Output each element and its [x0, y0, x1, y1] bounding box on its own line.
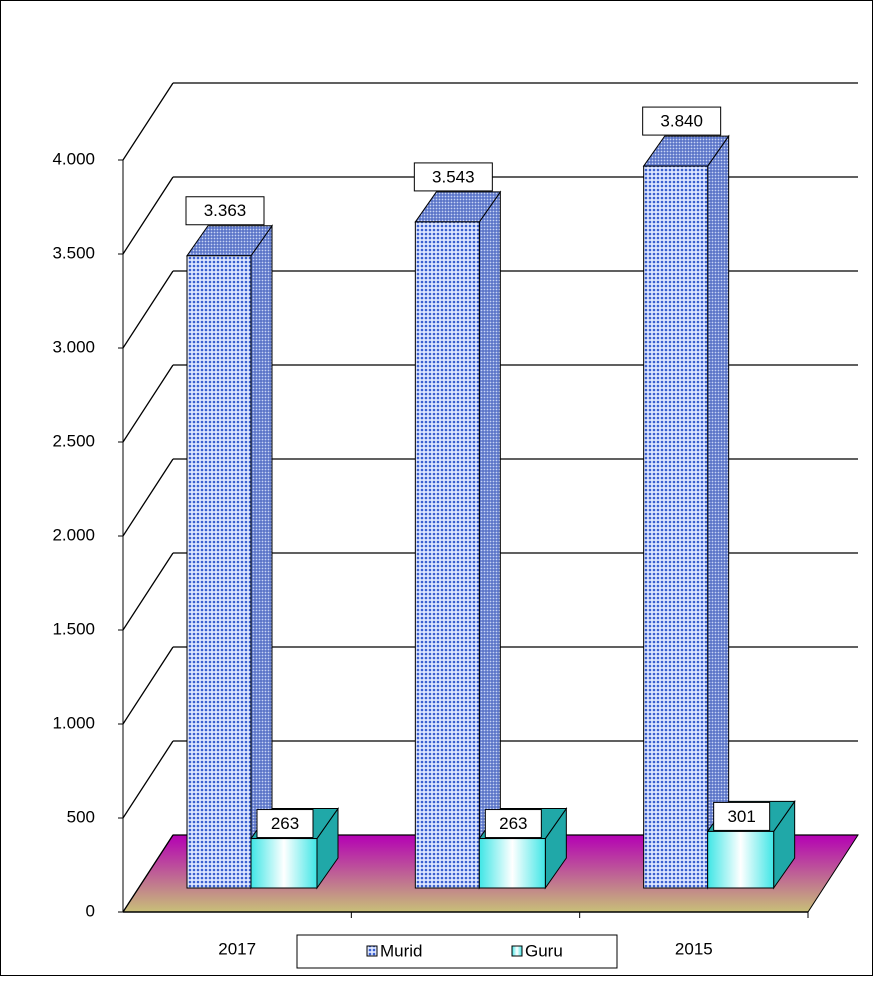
value-label-box [256, 809, 314, 839]
y-tick-label: 2.500 [52, 431, 95, 450]
legend-swatch [366, 945, 378, 957]
value-label: 3.363 [204, 201, 247, 220]
bar [414, 221, 480, 889]
value-label-box [413, 162, 493, 192]
legend-label: Murid [380, 941, 423, 960]
grid-line [122, 82, 174, 161]
value-label: 263 [271, 814, 299, 833]
grid-line [122, 458, 174, 537]
legend [296, 934, 618, 969]
value-label: 3.543 [432, 167, 475, 186]
y-tick-label: 1.500 [52, 619, 95, 638]
y-tick-label: 3.500 [52, 243, 95, 262]
y-tick-label: 2.000 [52, 525, 95, 544]
y-tick-label: 4.000 [52, 149, 95, 168]
bar [186, 255, 252, 889]
x-tick-label: 2017 [218, 939, 256, 958]
grid-line [122, 176, 174, 255]
bar-side [707, 134, 730, 890]
bar [250, 838, 318, 889]
grid-line [122, 646, 174, 725]
grid-line [122, 552, 174, 631]
value-label-box [713, 801, 771, 831]
grid-line [122, 364, 174, 443]
bar-side [250, 224, 273, 890]
value-label: 301 [727, 807, 755, 826]
y-tick-label: 500 [67, 807, 95, 826]
bar [643, 165, 709, 889]
value-label-box [185, 196, 265, 226]
value-label-box [484, 809, 542, 839]
grid-line [122, 740, 174, 819]
grid-line [122, 834, 174, 913]
y-tick-label: 1.000 [52, 713, 95, 732]
legend-swatch [511, 945, 523, 957]
y-tick-label: 3.000 [52, 337, 95, 356]
bar [478, 838, 546, 889]
value-label: 263 [499, 814, 527, 833]
value-label-box [642, 106, 722, 136]
legend-label: Guru [525, 941, 563, 960]
grid-line [122, 270, 174, 349]
bar [707, 830, 775, 889]
x-tick-label: 2015 [675, 939, 713, 958]
bar-side [478, 190, 501, 890]
value-label: 3.840 [660, 112, 703, 131]
y-tick-label: 0 [86, 901, 95, 920]
